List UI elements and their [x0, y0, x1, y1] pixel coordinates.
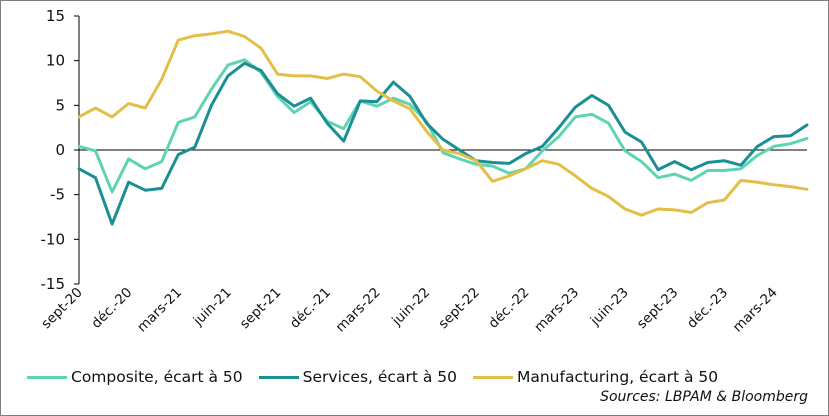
legend-item-services: Services, écart à 50 — [258, 368, 457, 386]
x-tick-label: sept-21 — [237, 285, 285, 333]
y-tick-label: 5 — [55, 96, 65, 114]
legend-swatch-manufacturing — [472, 375, 513, 379]
series-layer — [77, 29, 809, 226]
x-tick-label: juin-23 — [587, 285, 632, 330]
x-tick-label: mars-22 — [333, 285, 384, 336]
y-axis: 15 10 5 0 -5 -10 -15 — [41, 7, 80, 293]
y-tick-label: 15 — [46, 7, 65, 25]
y-tick-label: -5 — [50, 186, 65, 204]
legend-label-composite: Composite, écart à 50 — [71, 368, 243, 386]
y-tick-label: 0 — [55, 141, 65, 159]
legend-item-composite: Composite, écart à 50 — [27, 368, 243, 386]
x-tick-label: déc.-21 — [287, 285, 334, 332]
x-tick-label: mars-23 — [531, 285, 582, 336]
legend-swatch-composite — [27, 375, 67, 379]
series-line-composite — [77, 58, 809, 194]
legend-swatch-services — [258, 375, 299, 379]
x-tick-label: déc.-20 — [88, 285, 135, 332]
x-tick-label: mars-24 — [730, 285, 781, 336]
y-tick-label: 10 — [46, 52, 65, 70]
x-tick-label: juin-21 — [190, 285, 235, 330]
x-tick-label: juin-22 — [388, 285, 433, 330]
x-tick-label: sept-23 — [634, 285, 682, 333]
x-tick-label: sept-22 — [435, 285, 483, 333]
legend-label-manufacturing: Manufacturing, écart à 50 — [516, 368, 719, 386]
y-tick-label: -15 — [41, 275, 66, 293]
series-line-services — [77, 61, 809, 226]
series-line-manufacturing — [77, 29, 809, 217]
x-tick-label: déc.-23 — [684, 285, 731, 332]
x-tick-label: mars-21 — [134, 285, 185, 336]
legend-item-manufacturing: Manufacturing, écart à 50 — [472, 368, 719, 386]
legend-label-services: Services, écart à 50 — [302, 368, 457, 386]
source-note: Sources: LBPAM & Bloomberg — [600, 389, 808, 405]
legend: Composite, écart à 50 Services, écart à … — [27, 368, 718, 386]
x-tick-label: déc.-22 — [485, 285, 532, 332]
y-tick-label: -10 — [41, 230, 66, 248]
